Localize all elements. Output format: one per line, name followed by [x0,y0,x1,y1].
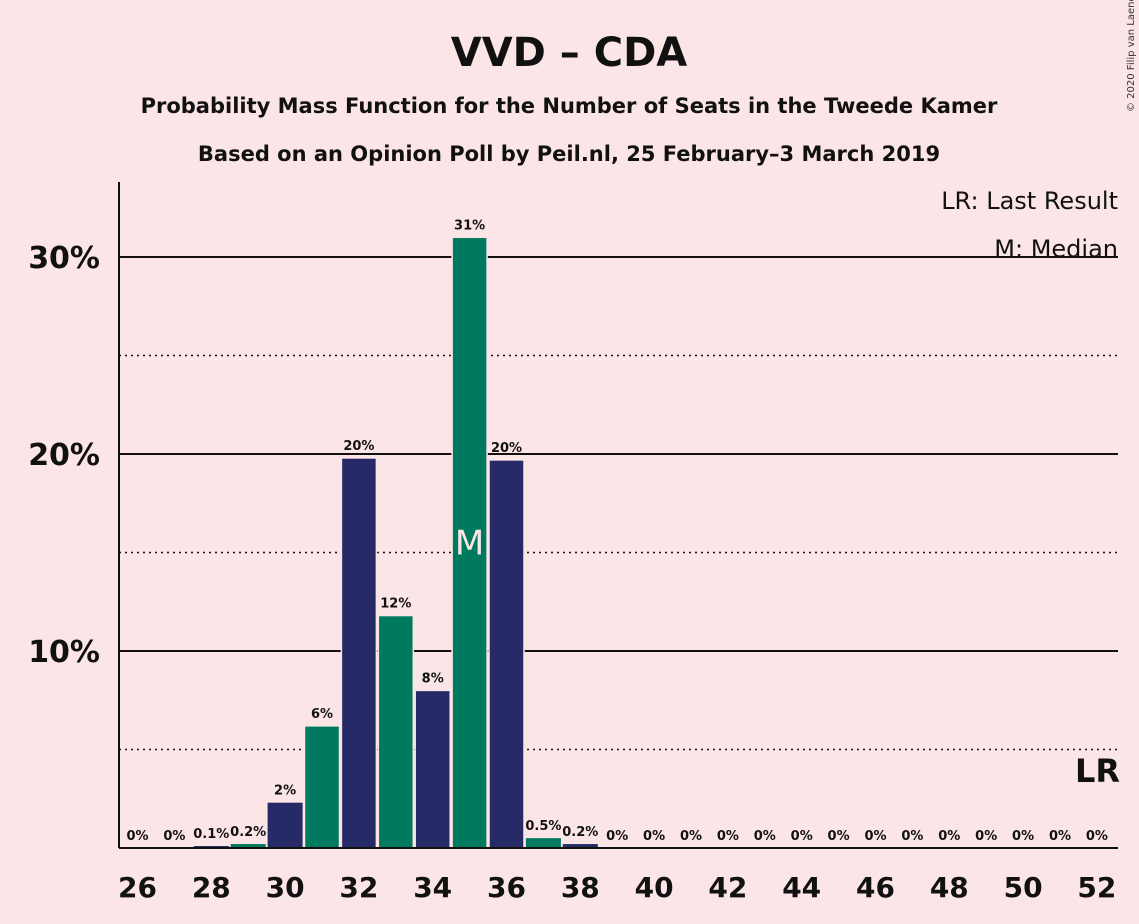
data-label: 0% [163,829,185,844]
x-tick-label: 34 [413,871,452,904]
bar-seat-36 [488,459,525,849]
data-label: 0% [680,829,702,844]
data-label: 12% [380,597,411,612]
legend-median: M: Median [994,235,1118,263]
x-tick-label: 52 [1077,871,1116,904]
data-label: 0% [938,829,960,844]
data-label: 0.1% [193,827,229,842]
data-label: 0% [754,829,776,844]
axes-group: 26 28 30 32 34 36 38 40 42 44 46 48 50 52 [118,182,1118,904]
data-label: 0% [1049,829,1071,844]
chart-title: VVD – CDA [451,30,688,76]
data-label: 20% [343,439,374,454]
copyright-text: © 2020 Filip van Laenen [1126,0,1137,112]
bar-seat-31 [303,725,341,849]
x-tick-label: 30 [266,871,305,904]
data-label: 31% [454,218,485,233]
bar-seat-34 [414,689,451,849]
data-label: 20% [491,441,522,456]
bar-seat-32 [340,457,378,849]
bar-seat-38 [562,844,598,848]
data-label: 6% [311,707,333,722]
bar-seat-33 [377,614,415,849]
data-label: 2% [274,784,296,799]
data-label: 0% [1086,829,1108,844]
data-label: 0% [606,829,628,844]
y-tick-label: 20% [28,438,100,473]
x-tick-label: 42 [708,871,747,904]
median-marker: M [455,524,484,564]
data-label: 0% [828,829,850,844]
x-tick-label: 32 [339,871,378,904]
bar-seat-37 [525,838,561,848]
bar-seat-29 [230,844,266,848]
y-tick-label: 10% [28,635,100,670]
bar-seat-30 [267,802,303,848]
x-tick-label: 48 [930,871,969,904]
data-label: 0% [717,829,739,844]
x-tick-label: 38 [561,871,600,904]
last-result-marker: LR [1075,752,1120,790]
data-label: 0% [1012,829,1034,844]
data-label: 0% [975,829,997,844]
x-tick-label: 46 [856,871,895,904]
x-tick-label: 36 [487,871,526,904]
x-tick-label: 44 [782,871,821,904]
data-label: 0% [126,829,148,844]
data-label: 0.5% [525,819,561,834]
bars-group: 0% 0% 0.1% 0.2%2%6%20%12%8%31%20%0.5% 0.2% 0%… [126,218,1108,849]
grid-lines: 10% 20% 30% [28,241,1118,751]
chart-subtitle-poll: Based on an Opinion Poll by Peil.nl, 25 … [198,142,940,166]
x-tick-label: 26 [118,871,157,904]
data-label: 8% [422,671,444,686]
chart-subtitle: Probability Mass Function for the Number… [141,94,998,118]
legend-last-result: LR: Last Result [941,187,1118,215]
data-label: 0% [791,829,813,844]
data-label: 0% [901,829,923,844]
data-label: 0.2% [230,825,266,840]
bar-seat-35 [451,236,488,849]
data-label: 0.2% [562,825,598,840]
x-tick-label: 40 [635,871,674,904]
x-tick-label: 50 [1004,871,1043,904]
x-tick-label: 28 [192,871,231,904]
data-label: 0% [864,829,886,844]
y-tick-label: 30% [28,241,100,276]
data-label: 0% [643,829,665,844]
